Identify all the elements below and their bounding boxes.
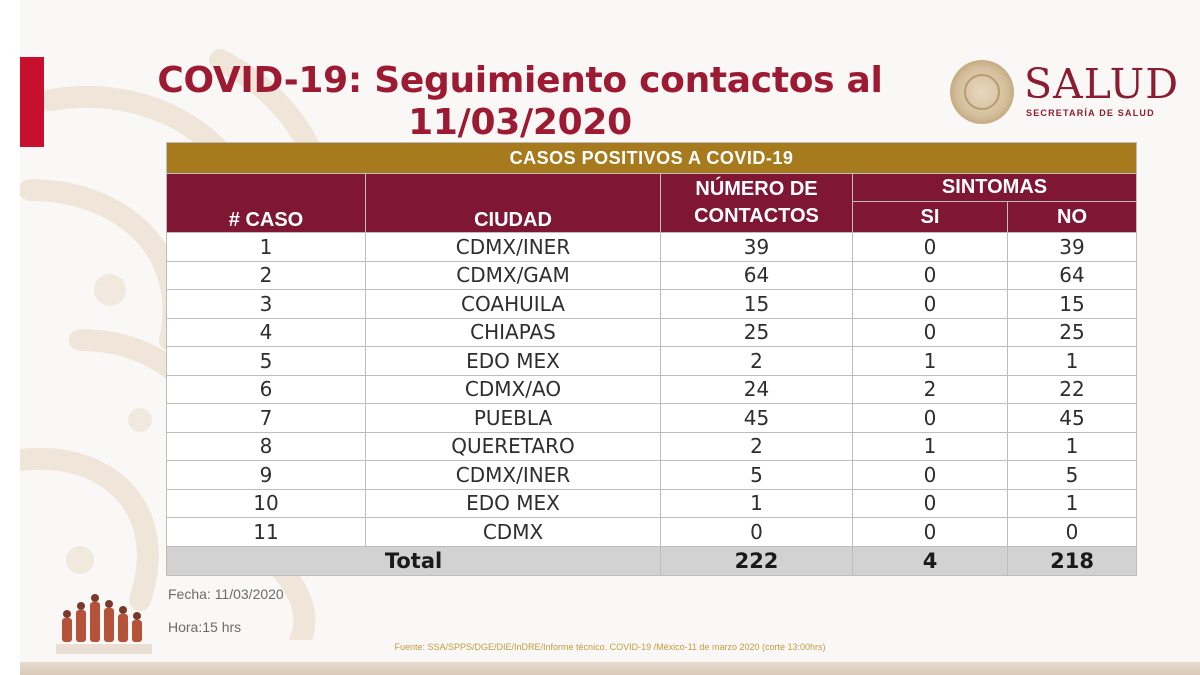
cell-contactos: 5 xyxy=(660,460,853,490)
cell-si: 0 xyxy=(852,260,1008,290)
table-row: 1 CDMX/INER 39 0 39 xyxy=(166,232,1138,262)
cell-no: 39 xyxy=(1006,232,1138,262)
cases-table: CASOS POSITIVOS A COVID-19 # CASO CIUDAD… xyxy=(165,142,1138,576)
cell-ciudad: QUERETARO xyxy=(365,431,661,461)
fecha-text: Fecha: 11/03/2020 xyxy=(168,586,284,602)
cell-ciudad: CDMX/GAM xyxy=(365,260,661,290)
cell-si: 2 xyxy=(852,374,1008,404)
cell-contactos: 1 xyxy=(660,488,853,518)
table-row: 7 PUEBLA 45 0 45 xyxy=(166,403,1138,433)
cell-caso: 2 xyxy=(166,260,366,290)
cell-si: 0 xyxy=(852,460,1008,490)
table-row: 3 COAHUILA 15 0 15 xyxy=(166,289,1138,319)
cell-contactos: 39 xyxy=(660,232,853,262)
cell-caso: 7 xyxy=(166,403,366,433)
accent-bar xyxy=(20,57,44,147)
total-label: Total xyxy=(166,545,661,576)
cell-ciudad: EDO MEX xyxy=(365,346,661,376)
cell-ciudad: COAHUILA xyxy=(365,289,661,319)
logo-name: SALUD xyxy=(1024,60,1180,108)
slide: COVID-19: Seguimiento contactos al 11/03… xyxy=(20,0,1200,675)
table-row: 5 EDO MEX 2 1 1 xyxy=(166,346,1138,376)
cell-contactos: 2 xyxy=(660,346,853,376)
cell-caso: 4 xyxy=(166,317,366,347)
cell-contactos: 0 xyxy=(660,517,853,547)
cell-ciudad: CDMX/INER xyxy=(365,460,661,490)
cell-contactos: 15 xyxy=(660,289,853,319)
cell-no: 5 xyxy=(1006,460,1138,490)
cell-contactos: 45 xyxy=(660,403,853,433)
cell-no: 1 xyxy=(1006,488,1138,518)
header-ciudad: CIUDAD xyxy=(365,173,661,233)
table-row: 6 CDMX/AO 24 2 22 xyxy=(166,374,1138,404)
cell-ciudad: CHIAPAS xyxy=(365,317,661,347)
header-contactos: NÚMERO DE CONTACTOS xyxy=(660,173,853,233)
page-title: COVID-19: Seguimiento contactos al 11/03… xyxy=(157,60,883,143)
header-caso: # CASO xyxy=(166,173,366,233)
header-sintomas: SINTOMAS xyxy=(851,173,1138,202)
cell-si: 0 xyxy=(852,517,1008,547)
bottom-strip xyxy=(20,662,1200,675)
cell-contactos: 24 xyxy=(660,374,853,404)
cell-no: 45 xyxy=(1006,403,1138,433)
header-no: NO xyxy=(1006,201,1138,233)
cell-caso: 6 xyxy=(166,374,366,404)
cell-ciudad: PUEBLA xyxy=(365,403,661,433)
cell-no: 1 xyxy=(1006,431,1138,461)
cell-caso: 10 xyxy=(166,488,366,518)
cell-no: 25 xyxy=(1006,317,1138,347)
cell-si: 1 xyxy=(852,346,1008,376)
cell-no: 1 xyxy=(1006,346,1138,376)
table-row: 11 CDMX 0 0 0 xyxy=(166,517,1138,547)
table-row: 9 CDMX/INER 5 0 5 xyxy=(166,460,1138,490)
cell-ciudad: CDMX/AO xyxy=(365,374,661,404)
table-row: 8 QUERETARO 2 1 1 xyxy=(166,431,1138,461)
cell-ciudad: EDO MEX xyxy=(365,488,661,518)
cell-si: 1 xyxy=(852,431,1008,461)
cell-si: 0 xyxy=(852,488,1008,518)
cell-no: 22 xyxy=(1006,374,1138,404)
cell-ciudad: CDMX/INER xyxy=(365,232,661,262)
cell-si: 0 xyxy=(852,289,1008,319)
salud-logo: SALUD SECRETARÍA DE SALUD xyxy=(950,60,1190,126)
cell-caso: 1 xyxy=(166,232,366,262)
logo-subtitle: SECRETARÍA DE SALUD xyxy=(1026,108,1155,118)
hora-text: Hora:15 hrs xyxy=(168,619,242,635)
cell-caso: 3 xyxy=(166,289,366,319)
cell-caso: 8 xyxy=(166,431,366,461)
cell-si: 0 xyxy=(852,403,1008,433)
total-row: Total 222 4 218 xyxy=(166,545,1138,576)
coat-of-arms-icon xyxy=(950,60,1014,124)
cell-contactos: 2 xyxy=(660,431,853,461)
cell-caso: 11 xyxy=(166,517,366,547)
cell-ciudad: CDMX xyxy=(365,517,661,547)
cell-caso: 5 xyxy=(166,346,366,376)
total-contactos: 222 xyxy=(660,545,853,576)
cell-no: 0 xyxy=(1006,517,1138,547)
table-banner: CASOS POSITIVOS A COVID-19 xyxy=(165,142,1138,174)
cell-no: 15 xyxy=(1006,289,1138,319)
table-row: 4 CHIAPAS 25 0 25 xyxy=(166,317,1138,347)
government-logo-icon xyxy=(56,594,152,654)
table-row: 10 EDO MEX 1 0 1 xyxy=(166,488,1138,518)
table-row: 2 CDMX/GAM 64 0 64 xyxy=(166,260,1138,290)
source-note: Fuente: SSA/SPPS/DGE/DIE/InDRE/Informe t… xyxy=(394,642,826,652)
cell-si: 0 xyxy=(852,232,1008,262)
cell-si: 0 xyxy=(852,317,1008,347)
total-si: 4 xyxy=(852,545,1008,576)
cell-caso: 9 xyxy=(166,460,366,490)
total-no: 218 xyxy=(1006,545,1138,576)
cell-contactos: 64 xyxy=(660,260,853,290)
cell-no: 64 xyxy=(1006,260,1138,290)
cell-contactos: 25 xyxy=(660,317,853,347)
header-si: SI xyxy=(852,201,1008,233)
